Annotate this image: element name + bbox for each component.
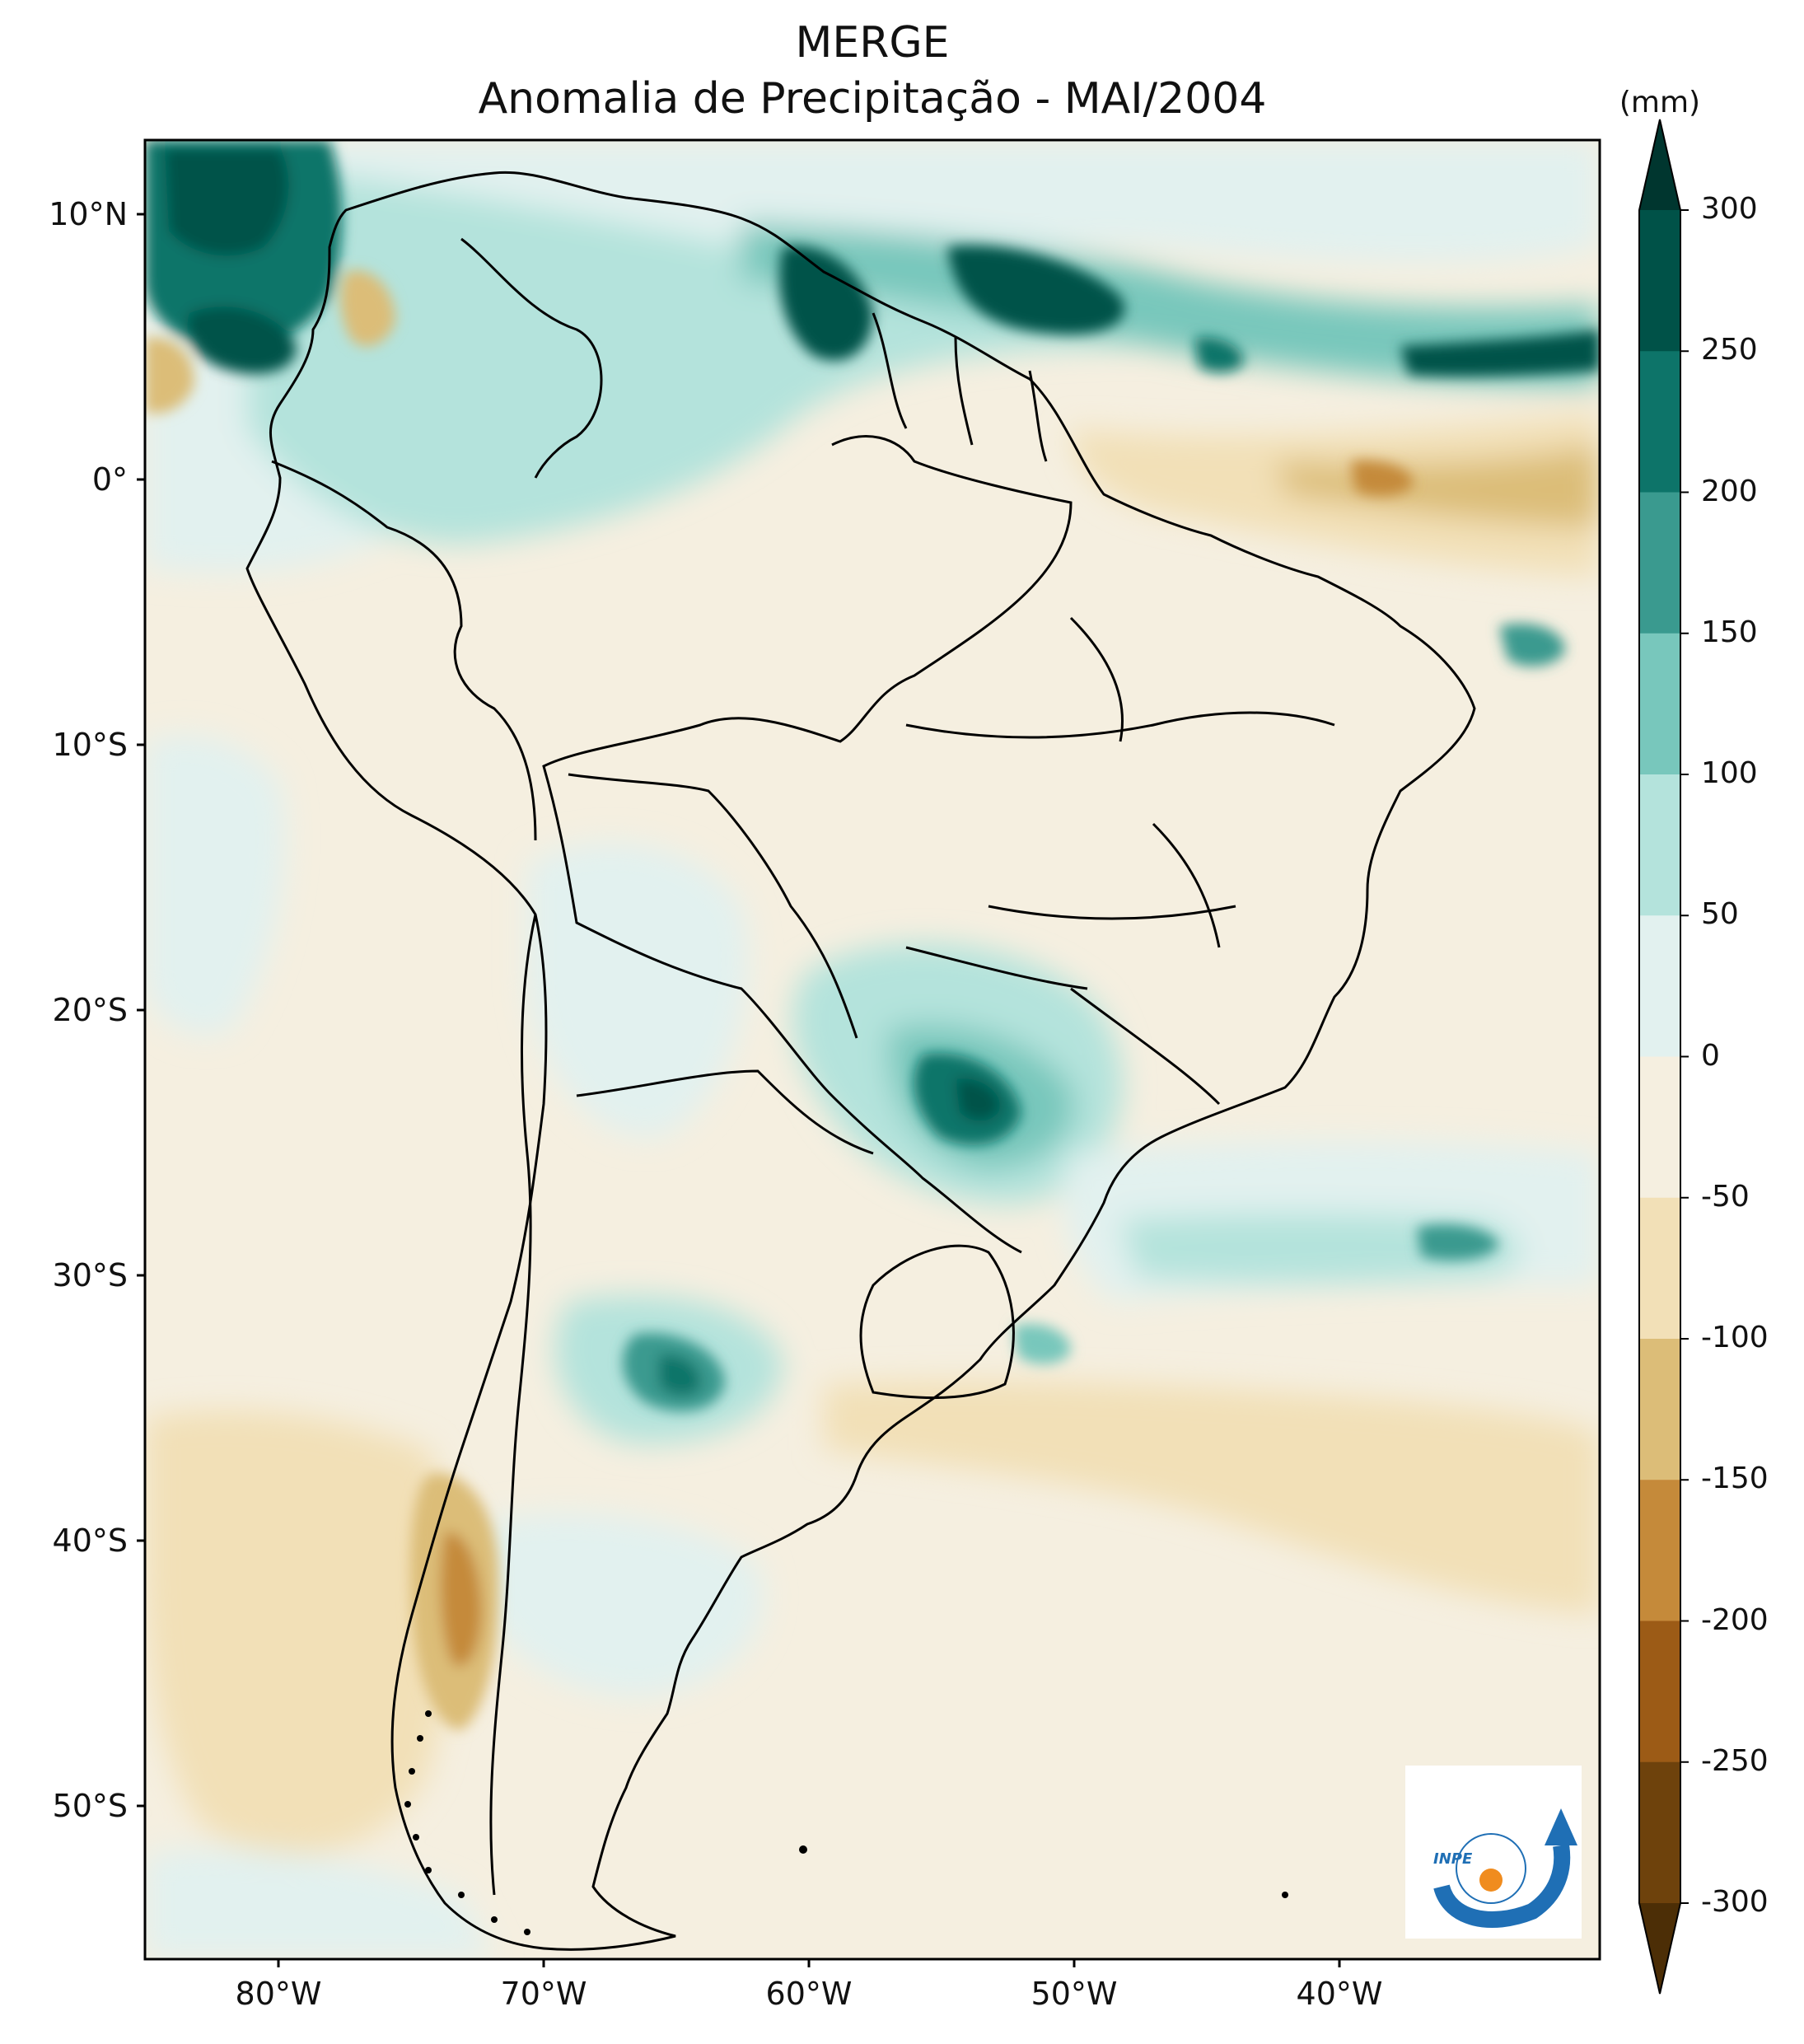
lon-tick-50w: 50°W xyxy=(1031,1976,1118,2012)
colorbar-units: (mm) xyxy=(1619,86,1701,119)
lat-tick-40s: 40°S xyxy=(52,1522,128,1559)
map-field: INPE xyxy=(145,140,1600,1959)
peru-ecuador-border xyxy=(271,460,537,841)
logo-text: INPE xyxy=(1433,1850,1473,1868)
colorbar-tick-label: -50 xyxy=(1701,1179,1750,1214)
colorbar-tick-label: 150 xyxy=(1701,615,1758,649)
colorbar-bin xyxy=(1639,1480,1680,1621)
colorbar-bin xyxy=(1639,633,1680,775)
map-title: MERGE xyxy=(795,18,950,68)
andes-border xyxy=(489,914,537,1896)
colorbar-tick-label: 50 xyxy=(1701,897,1739,932)
brazil-border xyxy=(542,435,1073,1254)
colorbar-extend-min xyxy=(1639,1903,1680,1994)
country-borders xyxy=(245,171,1476,1951)
logo-arc xyxy=(1433,1844,1571,1928)
colorbar-tick-label: 200 xyxy=(1701,474,1758,508)
lon-tick-40w: 40°W xyxy=(1296,1976,1383,2012)
map-frame xyxy=(143,138,1601,1961)
guianas-borders xyxy=(872,312,1048,462)
colorbar-tick-label: -100 xyxy=(1701,1321,1769,1354)
south-america-coastline xyxy=(245,171,1476,1951)
lat-tick-30s: 30°S xyxy=(52,1257,128,1293)
bolivia-border xyxy=(568,773,858,1039)
island-marks xyxy=(404,1710,1288,1935)
colorbar-bin xyxy=(1639,1339,1680,1480)
colorbar-bin xyxy=(1639,210,1680,352)
colorbar-bin xyxy=(1639,1197,1680,1340)
lat-tick-10s: 10°S xyxy=(52,727,128,763)
colorbar-tick-label: 100 xyxy=(1701,756,1758,790)
axis-ticks xyxy=(137,213,1341,1967)
lon-tick-70w: 70°W xyxy=(500,1976,587,2012)
logo-orbit xyxy=(1456,1833,1526,1904)
map-subtitle: Anomalia de Precipitação - MAI/2004 xyxy=(478,74,1267,124)
colorbar-bin xyxy=(1639,1621,1680,1763)
colorbar-tick-label: 250 xyxy=(1701,333,1758,367)
brazil-state-borders xyxy=(905,616,1335,1106)
anomaly-cores xyxy=(145,140,1600,1730)
anomaly-regions xyxy=(145,140,1600,1959)
logo-sun xyxy=(1479,1869,1503,1892)
colorbar-bin xyxy=(1639,1761,1680,1904)
inpe-logo: INPE xyxy=(1405,1766,1582,1939)
logo-arrow-icon xyxy=(1545,1808,1577,1845)
lat-tick-20s: 20°S xyxy=(52,992,128,1028)
argentina-paraguay-border xyxy=(576,1069,874,1155)
colorbar-bin xyxy=(1639,492,1680,634)
colorbar-bin xyxy=(1639,1056,1680,1199)
colorbar-tick-label: 300 xyxy=(1701,192,1758,226)
colorbar-extend-max xyxy=(1639,119,1680,210)
colorbar-bin xyxy=(1639,774,1680,916)
colorbar xyxy=(1638,119,1689,1995)
lat-tick-10n: 10°N xyxy=(49,196,128,232)
colorbar-tick-label: -300 xyxy=(1701,1885,1769,1919)
colombia-venezuela-border xyxy=(460,237,603,479)
colorbar-bin xyxy=(1639,915,1680,1057)
colorbar-tick-label: -200 xyxy=(1701,1602,1769,1637)
colorbar-tick-label: -250 xyxy=(1701,1743,1769,1778)
colorbar-tick-label: -150 xyxy=(1701,1462,1769,1496)
lon-tick-60w: 60°W xyxy=(765,1976,853,2012)
colorbar-bin xyxy=(1639,351,1680,493)
lon-tick-80w: 80°W xyxy=(235,1976,322,2012)
lat-tick-0: 0° xyxy=(91,461,128,498)
lat-tick-50s: 50°S xyxy=(52,1788,128,1824)
uruguay-border xyxy=(859,1244,1015,1400)
colorbar-tick-label: 0 xyxy=(1701,1038,1720,1073)
